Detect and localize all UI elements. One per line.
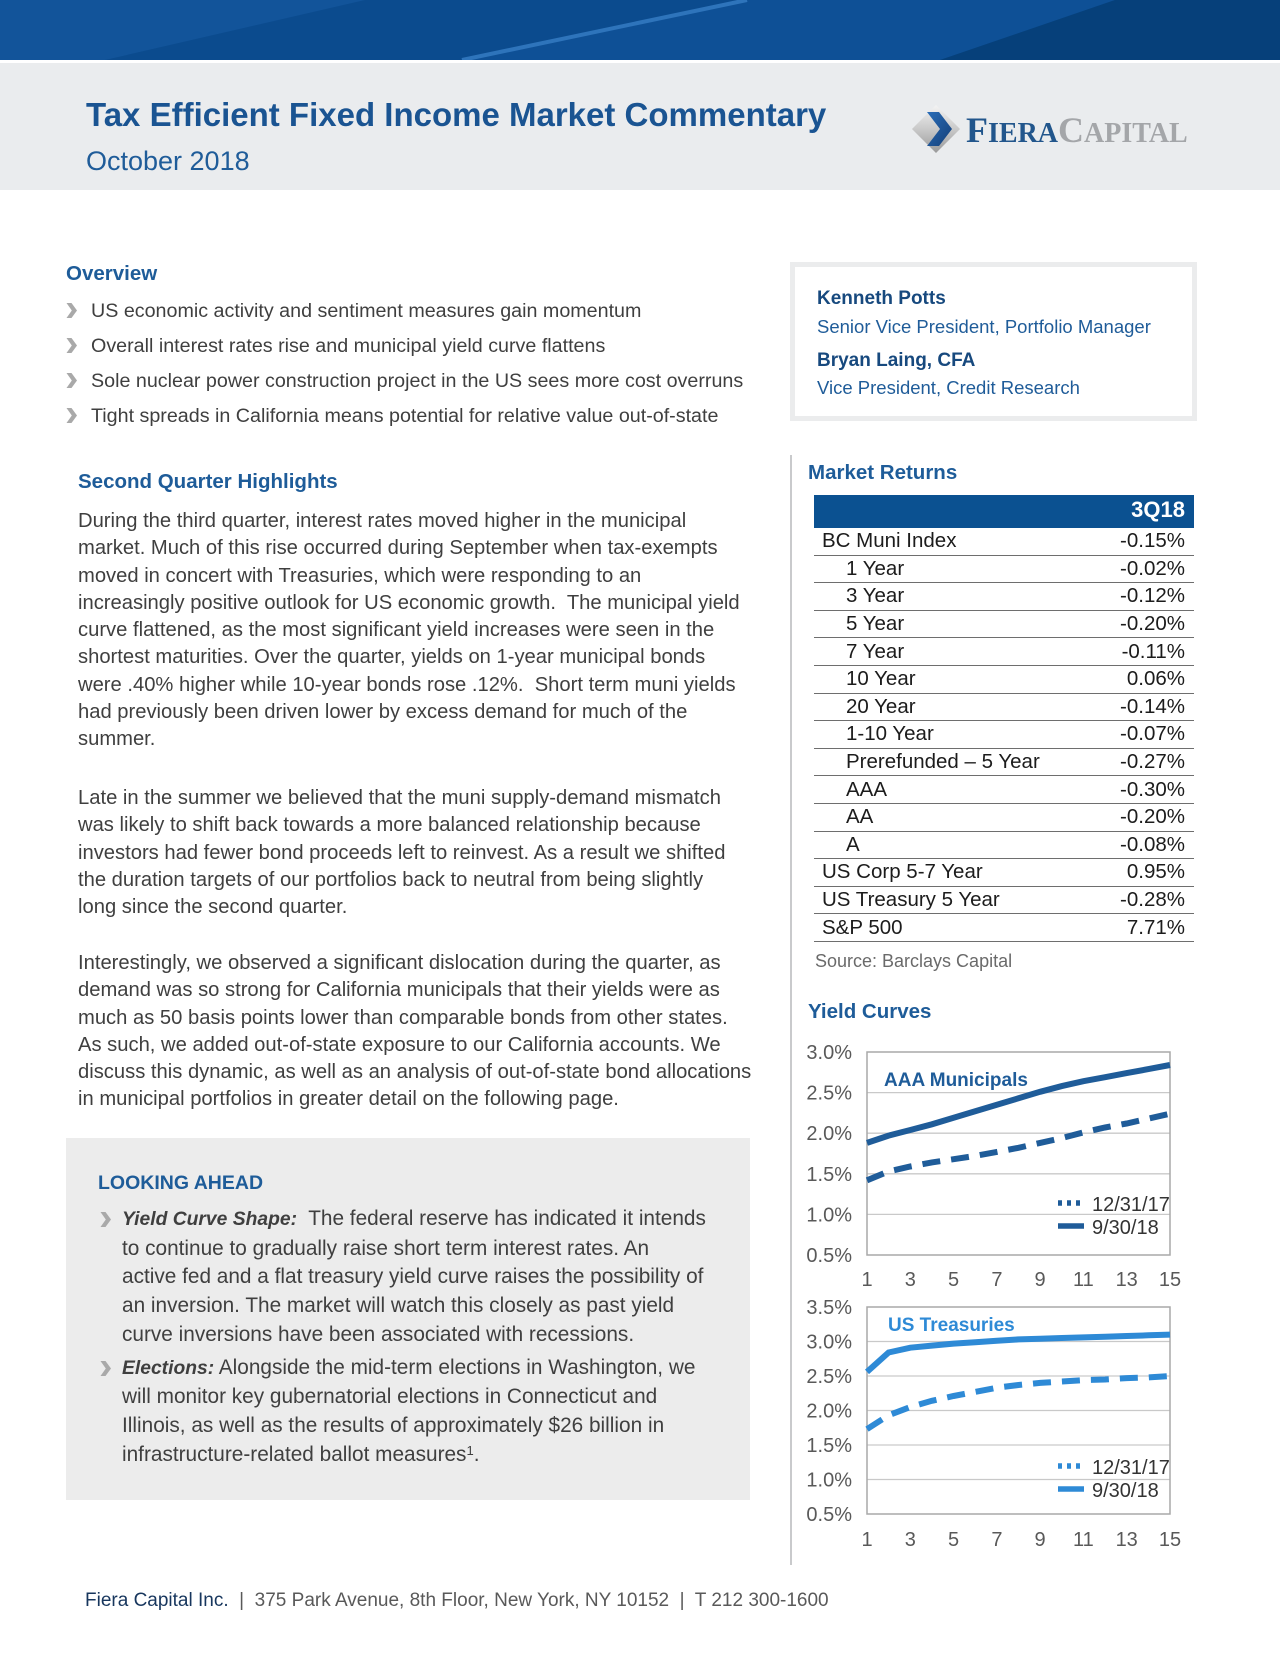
svg-text:5: 5 bbox=[948, 1269, 959, 1291]
svg-text:7: 7 bbox=[991, 1269, 1002, 1291]
svg-text:2.0%: 2.0% bbox=[806, 1123, 852, 1145]
svg-text:11: 11 bbox=[1073, 1269, 1094, 1291]
svg-text:9/30/18: 9/30/18 bbox=[1092, 1217, 1159, 1239]
svg-text:1: 1 bbox=[861, 1529, 872, 1551]
svg-text:13: 13 bbox=[1116, 1269, 1138, 1291]
svg-text:2.5%: 2.5% bbox=[806, 1366, 852, 1388]
svg-text:3: 3 bbox=[905, 1269, 916, 1291]
svg-text:15: 15 bbox=[1159, 1269, 1181, 1291]
svg-text:1.0%: 1.0% bbox=[806, 1470, 852, 1492]
svg-text:1: 1 bbox=[861, 1269, 872, 1291]
svg-text:3.0%: 3.0% bbox=[806, 1332, 852, 1354]
svg-text:9: 9 bbox=[1035, 1269, 1046, 1291]
svg-text:3: 3 bbox=[905, 1529, 916, 1551]
svg-text:3.0%: 3.0% bbox=[806, 1042, 852, 1064]
svg-text:7: 7 bbox=[991, 1529, 1002, 1551]
svg-text:1.5%: 1.5% bbox=[806, 1435, 852, 1457]
svg-text:13: 13 bbox=[1116, 1529, 1138, 1551]
svg-text:AAA Municipals: AAA Municipals bbox=[884, 1070, 1028, 1091]
svg-text:5: 5 bbox=[948, 1529, 959, 1551]
svg-text:12/31/17: 12/31/17 bbox=[1092, 1457, 1170, 1479]
svg-text:3.5%: 3.5% bbox=[806, 1298, 852, 1319]
svg-text:1.5%: 1.5% bbox=[806, 1164, 852, 1186]
svg-text:FIERACAPITAL: FIERACAPITAL bbox=[966, 110, 1188, 150]
svg-text:15: 15 bbox=[1159, 1529, 1181, 1551]
svg-text:0.5%: 0.5% bbox=[806, 1245, 852, 1267]
svg-text:0.5%: 0.5% bbox=[806, 1504, 852, 1526]
svg-text:9: 9 bbox=[1035, 1529, 1046, 1551]
svg-text:2.0%: 2.0% bbox=[806, 1401, 852, 1423]
svg-text:US Treasuries: US Treasuries bbox=[888, 1315, 1015, 1336]
svg-text:1.0%: 1.0% bbox=[806, 1204, 852, 1226]
svg-text:12/31/17: 12/31/17 bbox=[1092, 1194, 1170, 1216]
svg-text:9/30/18: 9/30/18 bbox=[1092, 1480, 1159, 1502]
svg-text:11: 11 bbox=[1073, 1529, 1094, 1551]
svg-text:2.5%: 2.5% bbox=[806, 1083, 852, 1105]
